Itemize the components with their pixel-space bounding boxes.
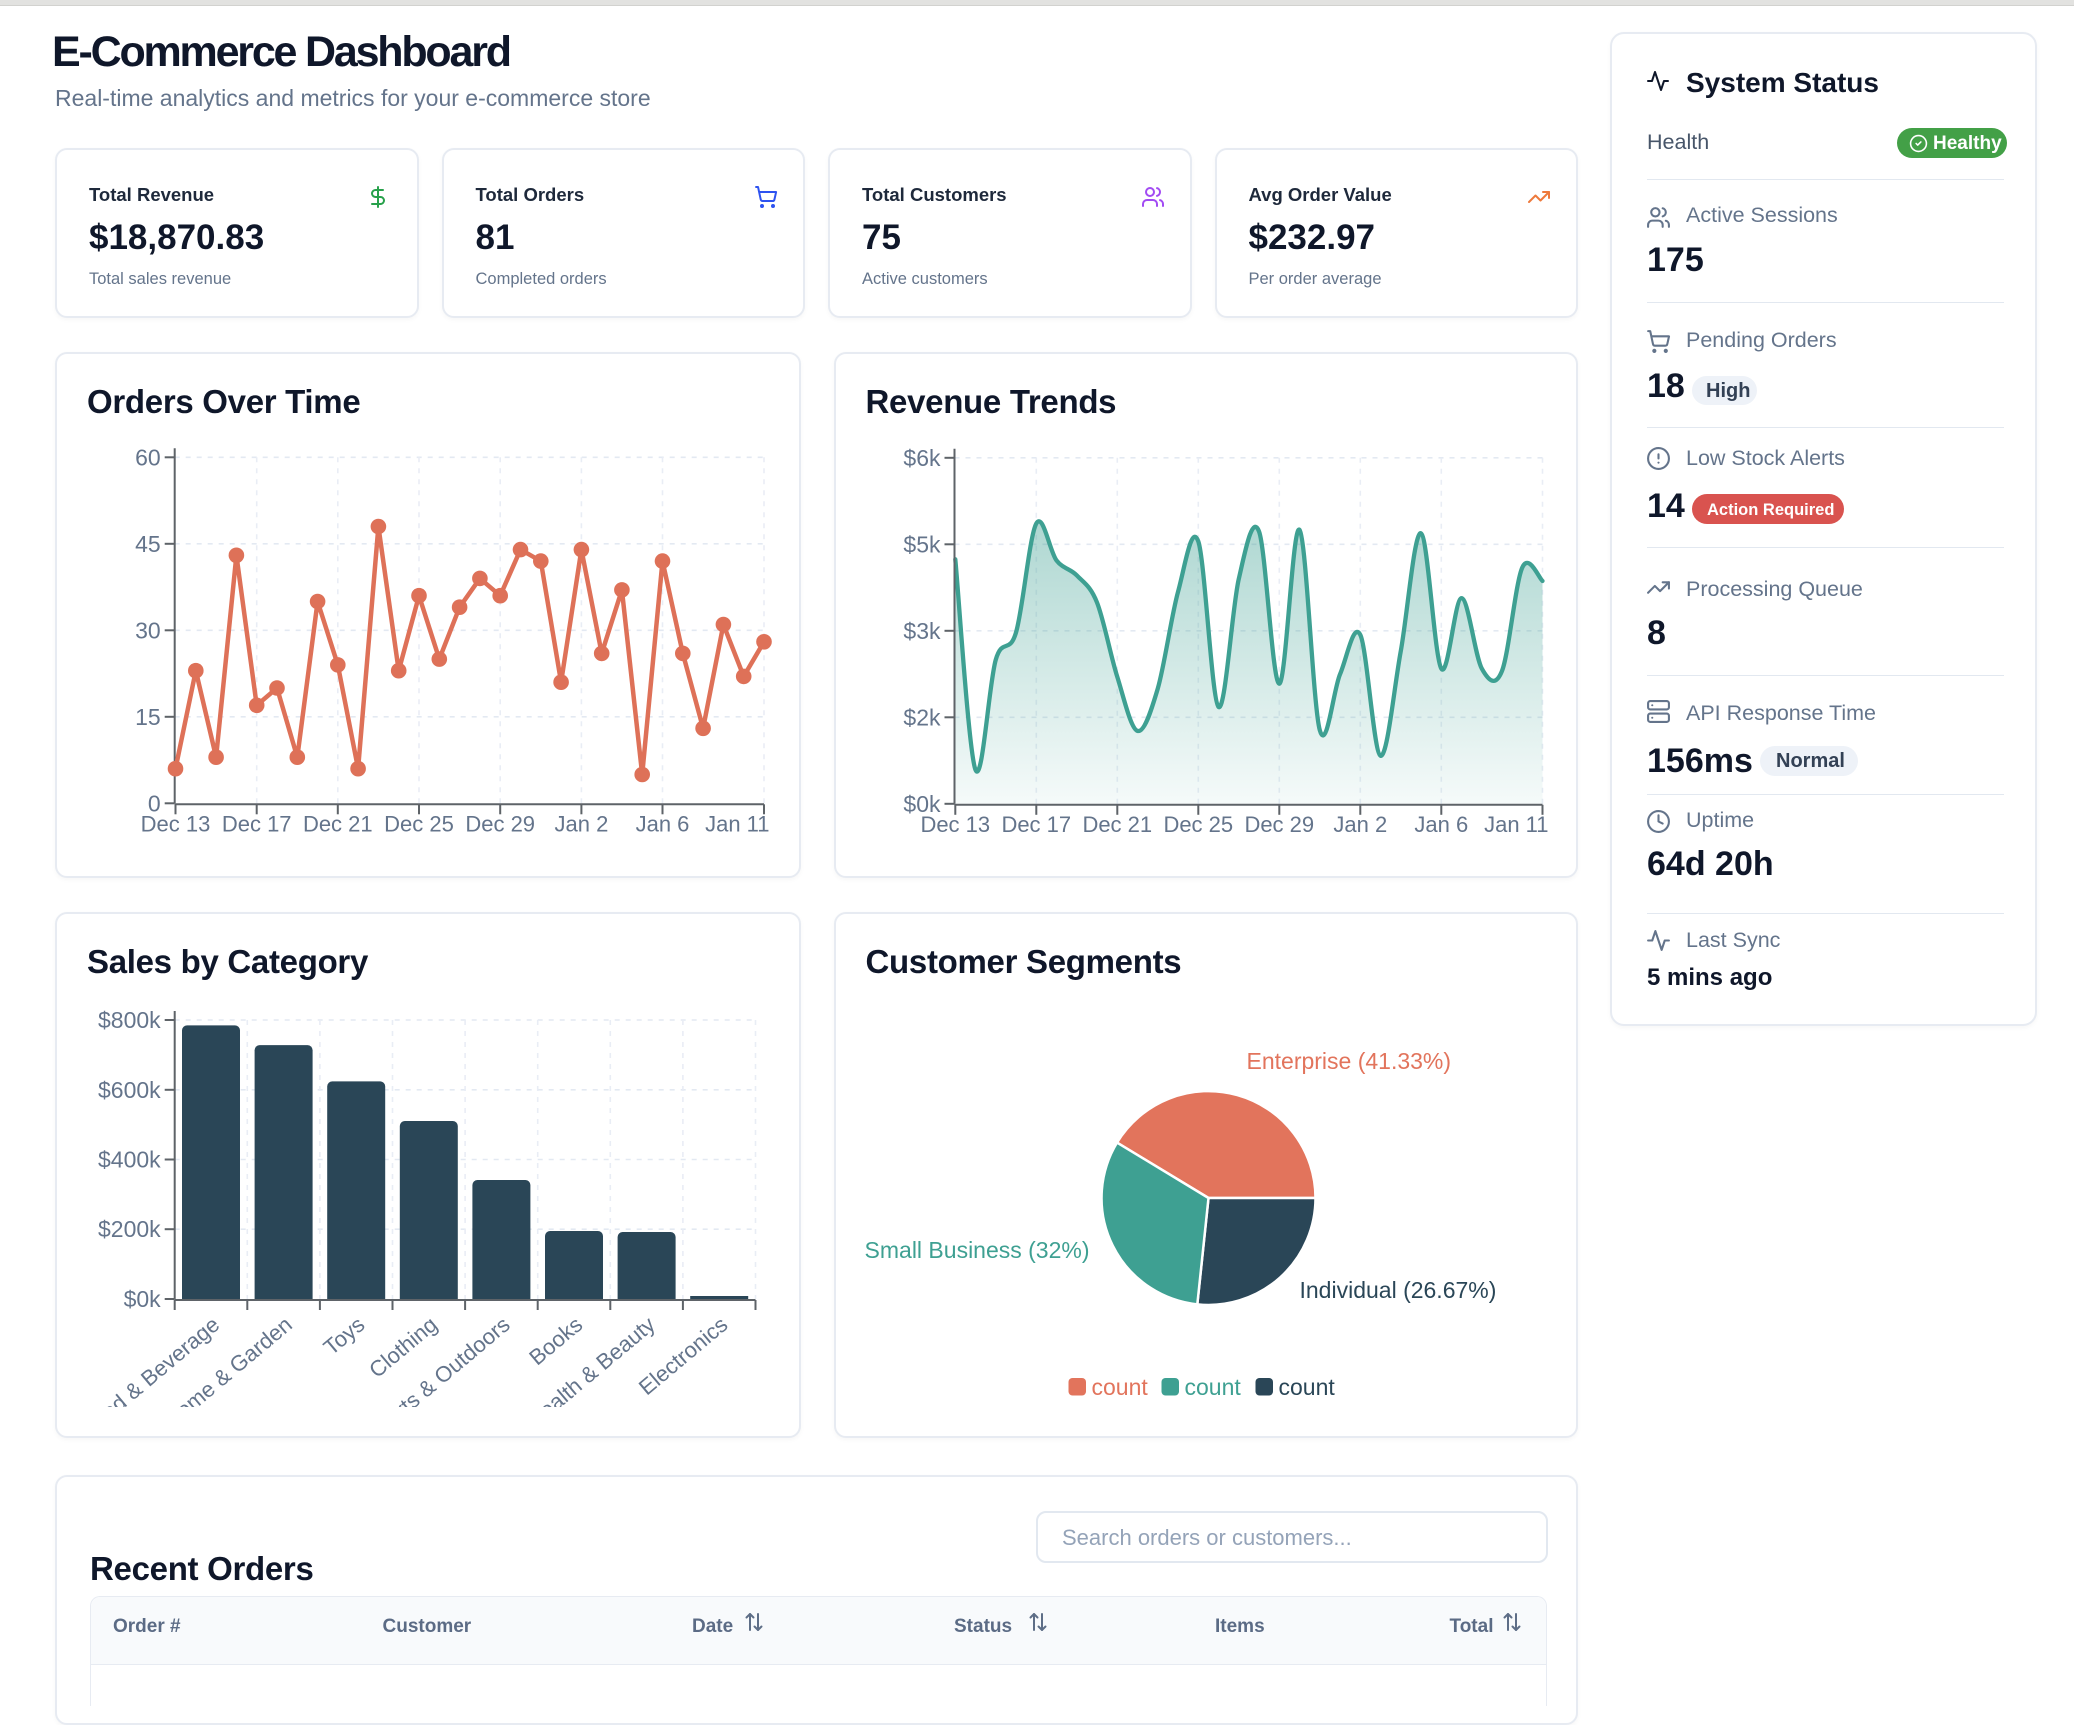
svg-text:$5k: $5k — [903, 531, 941, 557]
svg-text:Enterprise (41.33%): Enterprise (41.33%) — [1246, 1048, 1451, 1074]
svg-text:Books: Books — [524, 1312, 587, 1370]
svg-text:Dec 21: Dec 21 — [1082, 812, 1152, 837]
svg-text:15: 15 — [135, 704, 161, 730]
svg-text:Jan 6: Jan 6 — [1414, 812, 1468, 837]
svg-text:60: 60 — [135, 444, 161, 470]
svg-text:$0k: $0k — [124, 1286, 162, 1312]
svg-text:Jan 2: Jan 2 — [554, 811, 608, 836]
svg-text:Jan 11: Jan 11 — [705, 811, 769, 836]
svg-text:$400k: $400k — [98, 1147, 161, 1173]
svg-text:$2k: $2k — [903, 704, 941, 730]
svg-text:$3k: $3k — [903, 618, 941, 644]
svg-text:$6k: $6k — [903, 445, 941, 471]
svg-text:Dec 25: Dec 25 — [384, 811, 454, 836]
svg-text:0: 0 — [148, 790, 161, 816]
svg-text:Small Business (32%): Small Business (32%) — [864, 1237, 1089, 1263]
svg-text:Dec 13: Dec 13 — [141, 811, 211, 836]
svg-text:$200k: $200k — [98, 1216, 161, 1242]
svg-text:count: count — [1278, 1374, 1335, 1400]
svg-text:30: 30 — [135, 617, 161, 643]
svg-text:Jan 2: Jan 2 — [1333, 812, 1387, 837]
svg-text:Jan 11: Jan 11 — [1484, 812, 1548, 837]
svg-text:Dec 29: Dec 29 — [465, 811, 535, 836]
svg-text:Dec 29: Dec 29 — [1244, 812, 1314, 837]
svg-text:Individual (26.67%): Individual (26.67%) — [1299, 1277, 1496, 1303]
svg-text:count: count — [1091, 1374, 1148, 1400]
svg-text:Dec 17: Dec 17 — [1001, 812, 1071, 837]
svg-text:45: 45 — [135, 531, 161, 557]
svg-text:Dec 13: Dec 13 — [920, 812, 990, 837]
svg-text:count: count — [1184, 1374, 1241, 1400]
svg-text:$600k: $600k — [98, 1077, 161, 1103]
svg-text:$0k: $0k — [903, 791, 941, 817]
svg-text:$800k: $800k — [98, 1007, 161, 1033]
svg-text:Toys: Toys — [319, 1312, 370, 1360]
svg-text:Jan 6: Jan 6 — [636, 811, 690, 836]
svg-text:Dec 21: Dec 21 — [303, 811, 373, 836]
svg-text:Dec 17: Dec 17 — [222, 811, 292, 836]
svg-text:Dec 25: Dec 25 — [1163, 812, 1233, 837]
